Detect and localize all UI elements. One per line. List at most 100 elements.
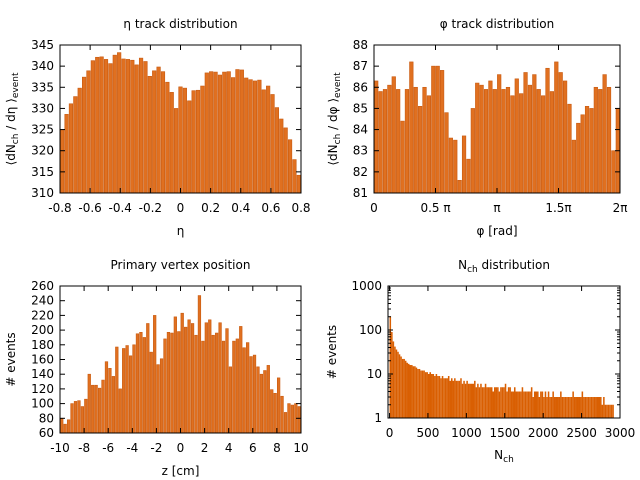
phi-bar xyxy=(558,72,563,194)
nch-bar xyxy=(596,397,599,418)
nch-ytick-label: 100 xyxy=(359,323,382,337)
phi-bar xyxy=(431,65,436,194)
nch-xtick-label: 1500 xyxy=(489,426,520,440)
nch-bar xyxy=(521,387,524,418)
phi-bar xyxy=(418,106,423,194)
nch-bar xyxy=(454,378,456,418)
vertex-bar xyxy=(177,331,181,434)
vertex-bar xyxy=(273,393,277,434)
nch-bar xyxy=(533,391,536,418)
vertex-bar xyxy=(159,358,164,434)
vertex-bar xyxy=(225,328,229,434)
vertex-bar xyxy=(232,340,236,434)
nch-bar xyxy=(523,391,525,418)
phi-bar xyxy=(562,80,568,194)
vertex-bar xyxy=(87,373,91,434)
eta-bar xyxy=(68,103,74,194)
vertex-bar xyxy=(215,332,219,434)
nch-bar xyxy=(520,391,522,418)
nch-bar xyxy=(503,387,505,418)
phi-panel: 0 0.5 π π 1.5π 2π 81 82 83 84 85 86 87 88 φ track dis… xyxy=(326,17,627,238)
nch-bar xyxy=(431,374,433,418)
vertex-xtick-label: 4 xyxy=(225,441,233,455)
phi-ylabel: ⟨dNch / dφ ⟩event xyxy=(326,72,343,166)
nch-bar xyxy=(575,397,577,418)
vertex-xtick-label: -6 xyxy=(102,441,114,455)
phi-bar xyxy=(453,139,458,194)
eta-bar xyxy=(200,85,205,194)
vertex-bar xyxy=(218,322,222,434)
eta-bar xyxy=(121,58,126,194)
vertex-bar xyxy=(128,355,133,434)
vertex-bar xyxy=(259,373,264,434)
nch-xtick-label: 2500 xyxy=(566,426,597,440)
vertex-bar xyxy=(70,403,74,434)
nch-bar xyxy=(426,372,428,418)
eta-bar xyxy=(99,56,104,194)
eta-xtick-label: 0.4 xyxy=(231,201,250,215)
nch-bar xyxy=(549,397,551,418)
vertex-bar xyxy=(239,326,243,434)
nch-bar xyxy=(478,387,481,418)
eta-ytick-label: 325 xyxy=(31,123,54,137)
nch-bar xyxy=(435,374,438,418)
nch-bar xyxy=(572,391,574,418)
nch-bar xyxy=(501,387,504,418)
vertex-ytick-label: 260 xyxy=(31,279,54,293)
nch-bar xyxy=(569,397,571,418)
nch-bar xyxy=(395,349,398,418)
vertex-ytick-label: 140 xyxy=(31,367,54,381)
eta-ytick-label: 320 xyxy=(31,144,54,158)
eta-bar xyxy=(64,114,69,194)
nch-bar xyxy=(507,387,510,418)
eta-bar xyxy=(165,81,170,194)
phi-bar xyxy=(567,103,572,194)
eta-bar xyxy=(283,127,288,194)
phi-bar xyxy=(519,93,524,194)
nch-bar xyxy=(446,378,448,418)
phi-bar xyxy=(470,108,475,194)
vertex-bar xyxy=(132,344,136,434)
phi-bar xyxy=(422,86,427,194)
nch-bar xyxy=(420,370,422,418)
phi-bar xyxy=(523,72,528,194)
phi-bar xyxy=(396,89,401,194)
vertex-bar xyxy=(204,322,208,434)
eta-bar xyxy=(257,79,262,194)
nch-bar xyxy=(483,387,485,418)
vertex-bar xyxy=(256,366,260,434)
nch-bars xyxy=(389,316,614,418)
vertex-bar xyxy=(297,406,301,434)
eta-bar xyxy=(130,59,135,194)
eta-xtick-label: 0.6 xyxy=(261,201,280,215)
eta-bar xyxy=(292,159,297,194)
nch-bar xyxy=(598,397,601,418)
eta-bar xyxy=(204,72,209,194)
phi-bar xyxy=(549,91,555,194)
vertex-bar xyxy=(246,342,250,434)
vertex-xtick-label: -8 xyxy=(78,441,90,455)
nch-bar xyxy=(567,397,570,418)
nch-bar xyxy=(404,360,407,418)
eta-bar xyxy=(226,71,231,194)
vertex-ytick-label: 100 xyxy=(31,397,54,411)
nch-bar xyxy=(457,380,459,418)
eta-bar xyxy=(195,89,201,194)
phi-bars xyxy=(374,61,620,194)
vertex-bar xyxy=(190,323,195,434)
nch-bar xyxy=(529,391,531,418)
vertex-bar xyxy=(266,365,270,434)
nch-bar xyxy=(403,358,405,418)
phi-bar xyxy=(439,70,445,194)
vertex-ytick-label: 160 xyxy=(31,353,54,367)
nch-bar xyxy=(429,372,432,418)
nch-bar xyxy=(474,380,476,418)
eta-bar xyxy=(103,59,109,194)
nch-bar xyxy=(475,387,478,418)
eta-bar xyxy=(296,174,301,194)
nch-ytick-label: 1 xyxy=(374,411,382,425)
nch-bar xyxy=(484,383,487,418)
vertex-bar xyxy=(149,351,153,434)
vertex-bar xyxy=(170,332,174,434)
phi-bar xyxy=(413,86,418,194)
